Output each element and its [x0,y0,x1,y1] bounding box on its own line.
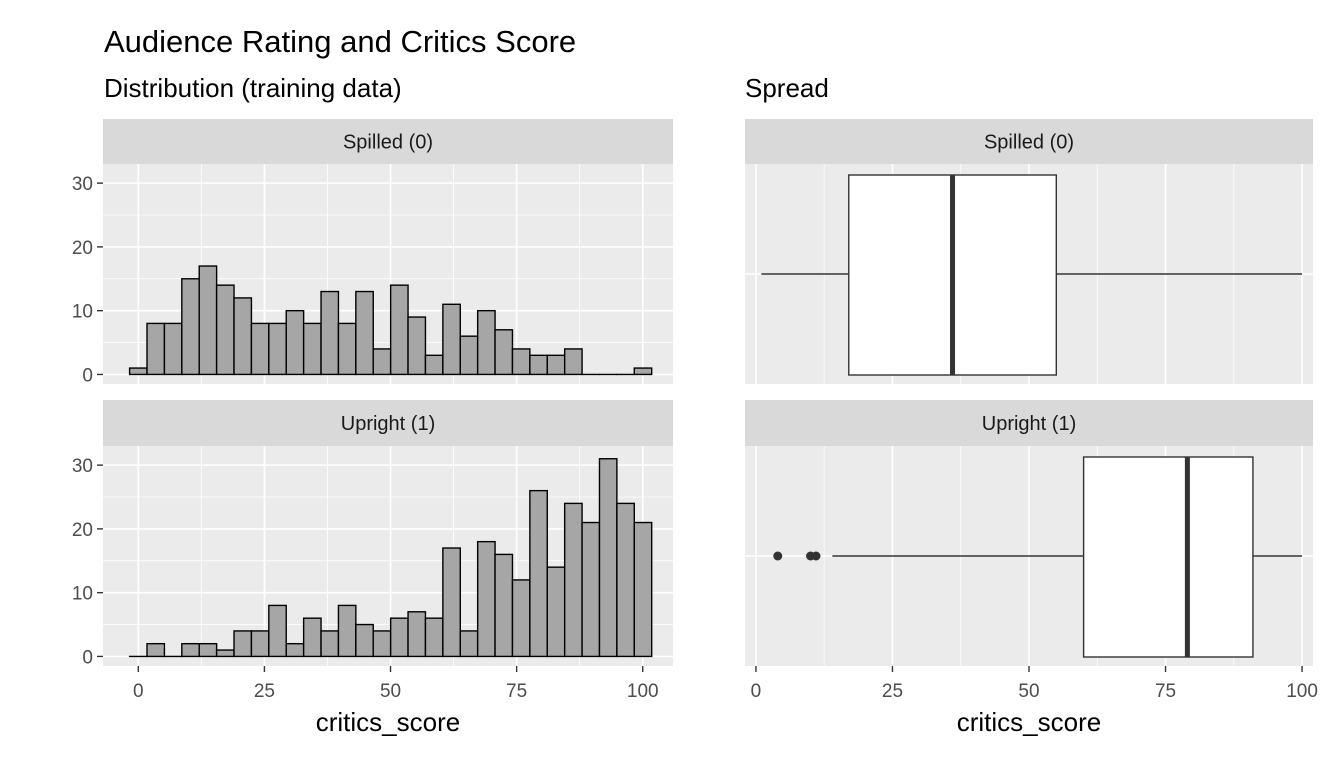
left-subtitle: Distribution (training data) [104,73,402,103]
histogram-panel-2-strip-label: Upright (1) [341,413,435,435]
histogram-panel-1-bar [128,367,148,376]
histogram-panel-1-y-tick-label: 0 [82,365,93,386]
histogram-panel-2-bar [268,604,287,658]
histogram-panel-2-bar [459,630,479,658]
histogram-panel-1-bar [268,322,287,376]
histogram-panel-2-y-tick-label: 0 [82,647,93,668]
histogram-panel-2-bar [215,649,235,658]
histogram-panel-2-y-tick-label: 10 [72,584,93,605]
histogram-x-tick-label: 0 [133,681,144,702]
histogram-x-tick-label: 50 [380,681,401,702]
histogram-panel-2-bar [616,502,635,658]
boxplot-panel-2-outlier-point [773,551,783,561]
histogram-panel-1-bar [407,316,427,376]
histogram-panel-1-bar [320,290,340,376]
boxplot-panel-2-box [1082,456,1254,658]
boxplot-x-tick-label: 75 [1155,681,1176,702]
histogram-panel-2-bar [598,458,618,658]
histogram-panel-1-bar [459,335,479,376]
right-subtitle: Spread [745,73,829,103]
boxplot-panel-1-strip [745,119,1313,164]
histogram-panel-1-bar [546,354,566,376]
histogram-panel-1-bar [389,284,409,376]
boxplot-x-tick-label: 0 [751,681,762,702]
boxplot-x-tick-label: 25 [882,681,903,702]
histogram-panel-1-bar [181,278,200,376]
histogram-panel-1-bar [633,367,653,376]
histogram-panel-2-bar [198,642,218,658]
histogram-panel-2-bar [407,611,427,658]
histogram-panel-1-bar [476,309,496,376]
histogram-x-axis-title: critics_score [316,707,460,737]
histogram-panel-2-bar [181,642,200,658]
histogram-panel-2-bar [250,630,270,658]
histogram-panel-1-bar [233,297,253,376]
histogram-panel-2-bar [372,630,392,658]
histogram-panel-1-bar [424,354,444,376]
histogram-panel-2-bar [389,617,409,658]
histogram-panel-1-bar [372,348,392,376]
histogram-panel-1-bar [215,284,235,376]
histogram-panel-1-bar [285,309,305,376]
histogram-panel-1-bar [163,322,183,376]
histogram-panel-1-strip [103,119,673,164]
boxplot-panel-2-strip-label: Upright (1) [982,413,1076,435]
histogram-panel-2-bar [476,540,496,658]
histogram-panel-2-bar [355,623,374,658]
histogram-panel-1-bar [337,322,357,376]
histogram-panel-1-bar [146,322,166,376]
histogram-panel-1-bar [511,348,531,376]
histogram-panel-1-y-tick-label: 20 [72,238,93,259]
boxplot-x-axis-title: critics_score [957,707,1101,737]
histogram-panel-2-bar [302,617,322,658]
histogram-panel-2-bar [442,547,461,658]
histogram-x-tick-label: 75 [506,681,527,702]
boxplot-x-tick-label: 50 [1018,681,1039,702]
histogram-panel-1-bar [302,322,322,376]
histogram-panel-2-bar [581,521,601,658]
histogram-panel-2-strip [103,400,673,446]
histogram-panel-1-y-tick-label: 30 [72,174,93,195]
histogram-panel-2-y-tick-label: 20 [72,520,93,541]
boxplot-panel-2-outlier-point [811,551,821,561]
histogram-panel-1-bar [250,322,270,376]
histogram-panel-2-bar [546,566,566,658]
histogram-panel-2-bar [563,502,583,658]
histogram-panel-1-strip-label: Spilled (0) [343,132,433,154]
histogram-panel-2-bar [633,521,653,658]
histogram-panel-2-bar [233,630,253,658]
histogram-panel-2-bar [285,642,305,658]
boxplot-panel-2-strip [745,400,1313,446]
histogram-panel-2-bar [494,553,514,658]
histogram-panel-2-bar [337,604,357,658]
boxplot-x-tick-label: 100 [1286,681,1318,702]
histogram-panel-2-bar [511,579,531,658]
histogram-panel-2-bar [320,630,340,658]
histogram-panel-1-y-tick-label: 10 [72,302,93,323]
histogram-panel-2-bar [529,489,548,658]
histogram-panel-1-bar [563,348,583,376]
histogram-panel-1-bar [442,303,461,376]
histogram-panel-2-bar [146,642,166,658]
histogram-panel-2-bar [424,617,444,658]
boxplot-panel-1-strip-label: Spilled (0) [984,132,1074,154]
chart-title: Audience Rating and Critics Score [104,24,577,59]
histogram-panel-1-bar [529,354,548,376]
histogram-panel-1-bar [494,329,514,376]
histogram-x-tick-label: 25 [254,681,275,702]
histogram-panel-1-bar [355,290,374,376]
histogram-panel-2-y-tick-label: 30 [72,456,93,477]
histogram-x-tick-label: 100 [627,681,659,702]
histogram-panel-1-bar [198,265,218,376]
